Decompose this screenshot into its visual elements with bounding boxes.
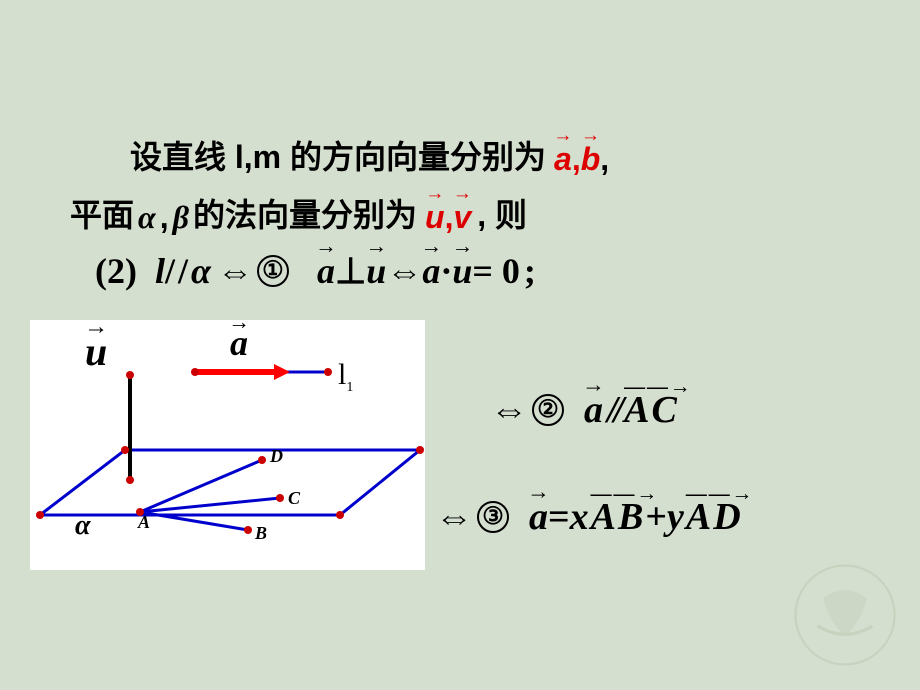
diagram-label-l1: l1 xyxy=(338,358,353,396)
vector-AD: ——→AD xyxy=(686,495,743,539)
semicolon: ; xyxy=(524,250,536,292)
equals-symbol: = xyxy=(548,495,570,539)
beta: β xyxy=(173,199,189,236)
vector-u: →u xyxy=(425,199,445,236)
line1-suffix: , xyxy=(600,141,609,178)
perp-symbol: ⊥ xyxy=(335,250,366,292)
vector-AB: ——→AB xyxy=(591,495,646,539)
iff-symbol: ⇔ xyxy=(490,388,528,432)
parallel-symbol: // xyxy=(607,388,620,432)
var-y: y xyxy=(667,495,684,539)
text-line-2: 平面 α , β 的法向量分别为 →u , →v , 则 xyxy=(70,190,527,236)
var-l: l xyxy=(155,250,165,292)
watermark-icon xyxy=(790,560,900,670)
diagram-label-a: →a xyxy=(230,322,248,364)
comma: , xyxy=(572,141,581,178)
equation-line-2: (2) l / / α ⇔ ① →a ⊥ →u ⇔ →a · →u = 0 ; xyxy=(95,250,536,292)
diagram-label-A: A xyxy=(138,512,150,533)
vector-v: →v xyxy=(453,199,471,236)
equals-zero: = 0 xyxy=(472,250,520,292)
diagram-label-B: B xyxy=(255,523,267,544)
vector-u: →u xyxy=(366,250,386,292)
vector-AC: ——→AC xyxy=(624,388,679,432)
line2-prefix: 平面 xyxy=(70,190,134,236)
diagram-label-D: D xyxy=(270,446,283,467)
iff-symbol: ⇔ xyxy=(217,250,253,292)
equation-condition-2: ⇔ ② →a // ——→AC xyxy=(490,388,679,432)
vector-a: →a xyxy=(529,495,548,539)
alpha: α xyxy=(191,250,211,292)
line2-mid: 的法向量分别为 xyxy=(193,190,417,236)
vector-u: →u xyxy=(452,250,472,292)
diagram-label-C: C xyxy=(288,488,300,509)
iff-symbol: ⇔ xyxy=(435,495,473,539)
comma: , xyxy=(160,199,169,236)
alpha: α xyxy=(138,199,156,236)
circled-1: ① xyxy=(257,255,289,287)
parallel-symbol: / / xyxy=(165,250,185,292)
iff-symbol: ⇔ xyxy=(386,250,422,292)
circled-2: ② xyxy=(532,394,564,426)
circled-3: ③ xyxy=(477,501,509,533)
diagram-label-alpha: α xyxy=(75,510,91,542)
vector-a: →a xyxy=(554,141,572,178)
geometry-diagram: →u →a l1 A B C D α xyxy=(30,320,425,570)
vector-a: →a xyxy=(584,388,603,432)
dot-symbol: · xyxy=(440,250,452,292)
item-number: (2) xyxy=(95,250,137,292)
line2-suffix: , 则 xyxy=(477,190,527,236)
vector-b: →b xyxy=(581,141,601,178)
equation-condition-3: ⇔ ③ →a = x ——→AB + y ——→AD xyxy=(435,495,743,539)
vector-a: →a xyxy=(422,250,440,292)
var-x: x xyxy=(570,495,589,539)
text-line-1: 设直线 l,m 的方向向量分别为 →a , →b , xyxy=(130,132,609,178)
vector-a: →a xyxy=(317,250,335,292)
line1-prefix: 设直线 l,m 的方向向量分别为 xyxy=(130,132,546,178)
diagram-label-u: →u xyxy=(85,328,107,375)
